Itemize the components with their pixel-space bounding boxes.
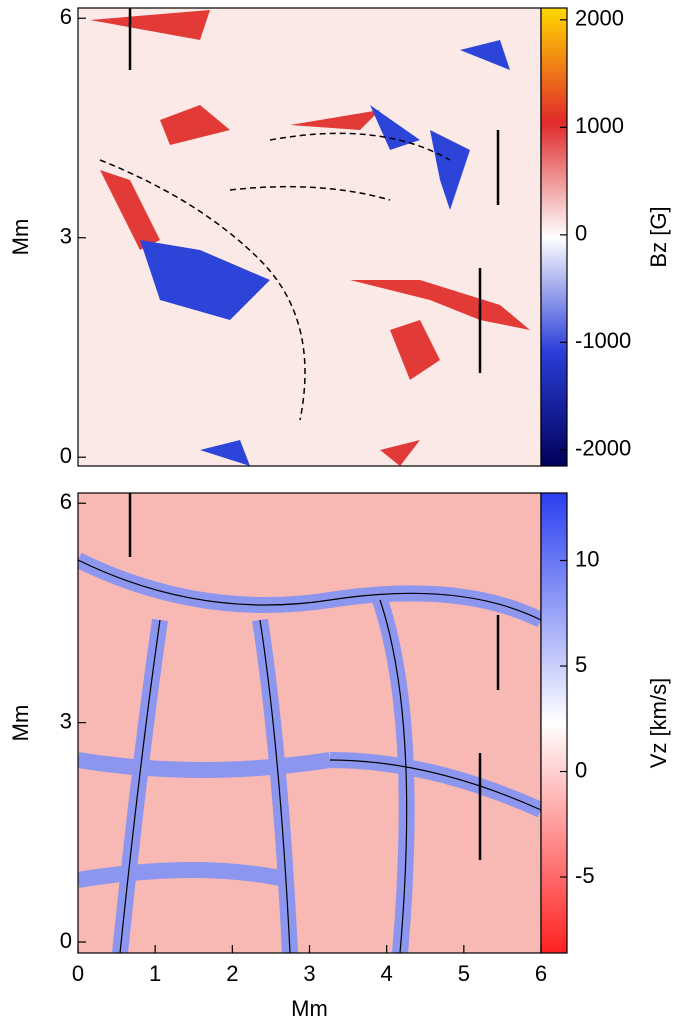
colorbar-tick-label: -1000 xyxy=(575,328,631,353)
vz-map xyxy=(78,493,541,953)
x-axis-label: Mm xyxy=(291,996,328,1021)
y-axis-label: Mm xyxy=(8,219,33,256)
x-tick-label: 6 xyxy=(535,961,547,986)
colorbar-tick-label: 0 xyxy=(575,221,587,246)
x-tick-label: 0 xyxy=(72,961,84,986)
colorbar-tick-label: 0 xyxy=(575,757,587,782)
colorbar-label: Bz [G] xyxy=(646,206,671,267)
x-tick-label: 3 xyxy=(303,961,315,986)
x-tick-label: 4 xyxy=(381,961,393,986)
y-tick-label: 6 xyxy=(60,4,72,29)
colorbar-tick-label: 2000 xyxy=(575,6,624,31)
y-tick-label: 3 xyxy=(60,708,72,733)
x-tick-label: 5 xyxy=(458,961,470,986)
colorbar xyxy=(540,492,568,954)
colorbar-tick-label: -2000 xyxy=(575,436,631,461)
bz-map xyxy=(78,8,541,466)
y-tick-label: 6 xyxy=(60,489,72,514)
colorbar-tick-label: -5 xyxy=(575,863,595,888)
colorbar-label: Vz [km/s] xyxy=(646,678,671,768)
colorbar xyxy=(540,7,568,467)
colorbar-tick-label: 1000 xyxy=(575,113,624,138)
x-tick-label: 2 xyxy=(226,961,238,986)
x-tick-label: 1 xyxy=(149,961,161,986)
colorbar-tick-label: 10 xyxy=(575,546,599,571)
y-tick-label: 3 xyxy=(60,224,72,249)
y-tick-label: 0 xyxy=(60,443,72,468)
colorbar-tick-label: 5 xyxy=(575,652,587,677)
y-axis-label: Mm xyxy=(8,705,33,742)
y-tick-label: 0 xyxy=(60,928,72,953)
